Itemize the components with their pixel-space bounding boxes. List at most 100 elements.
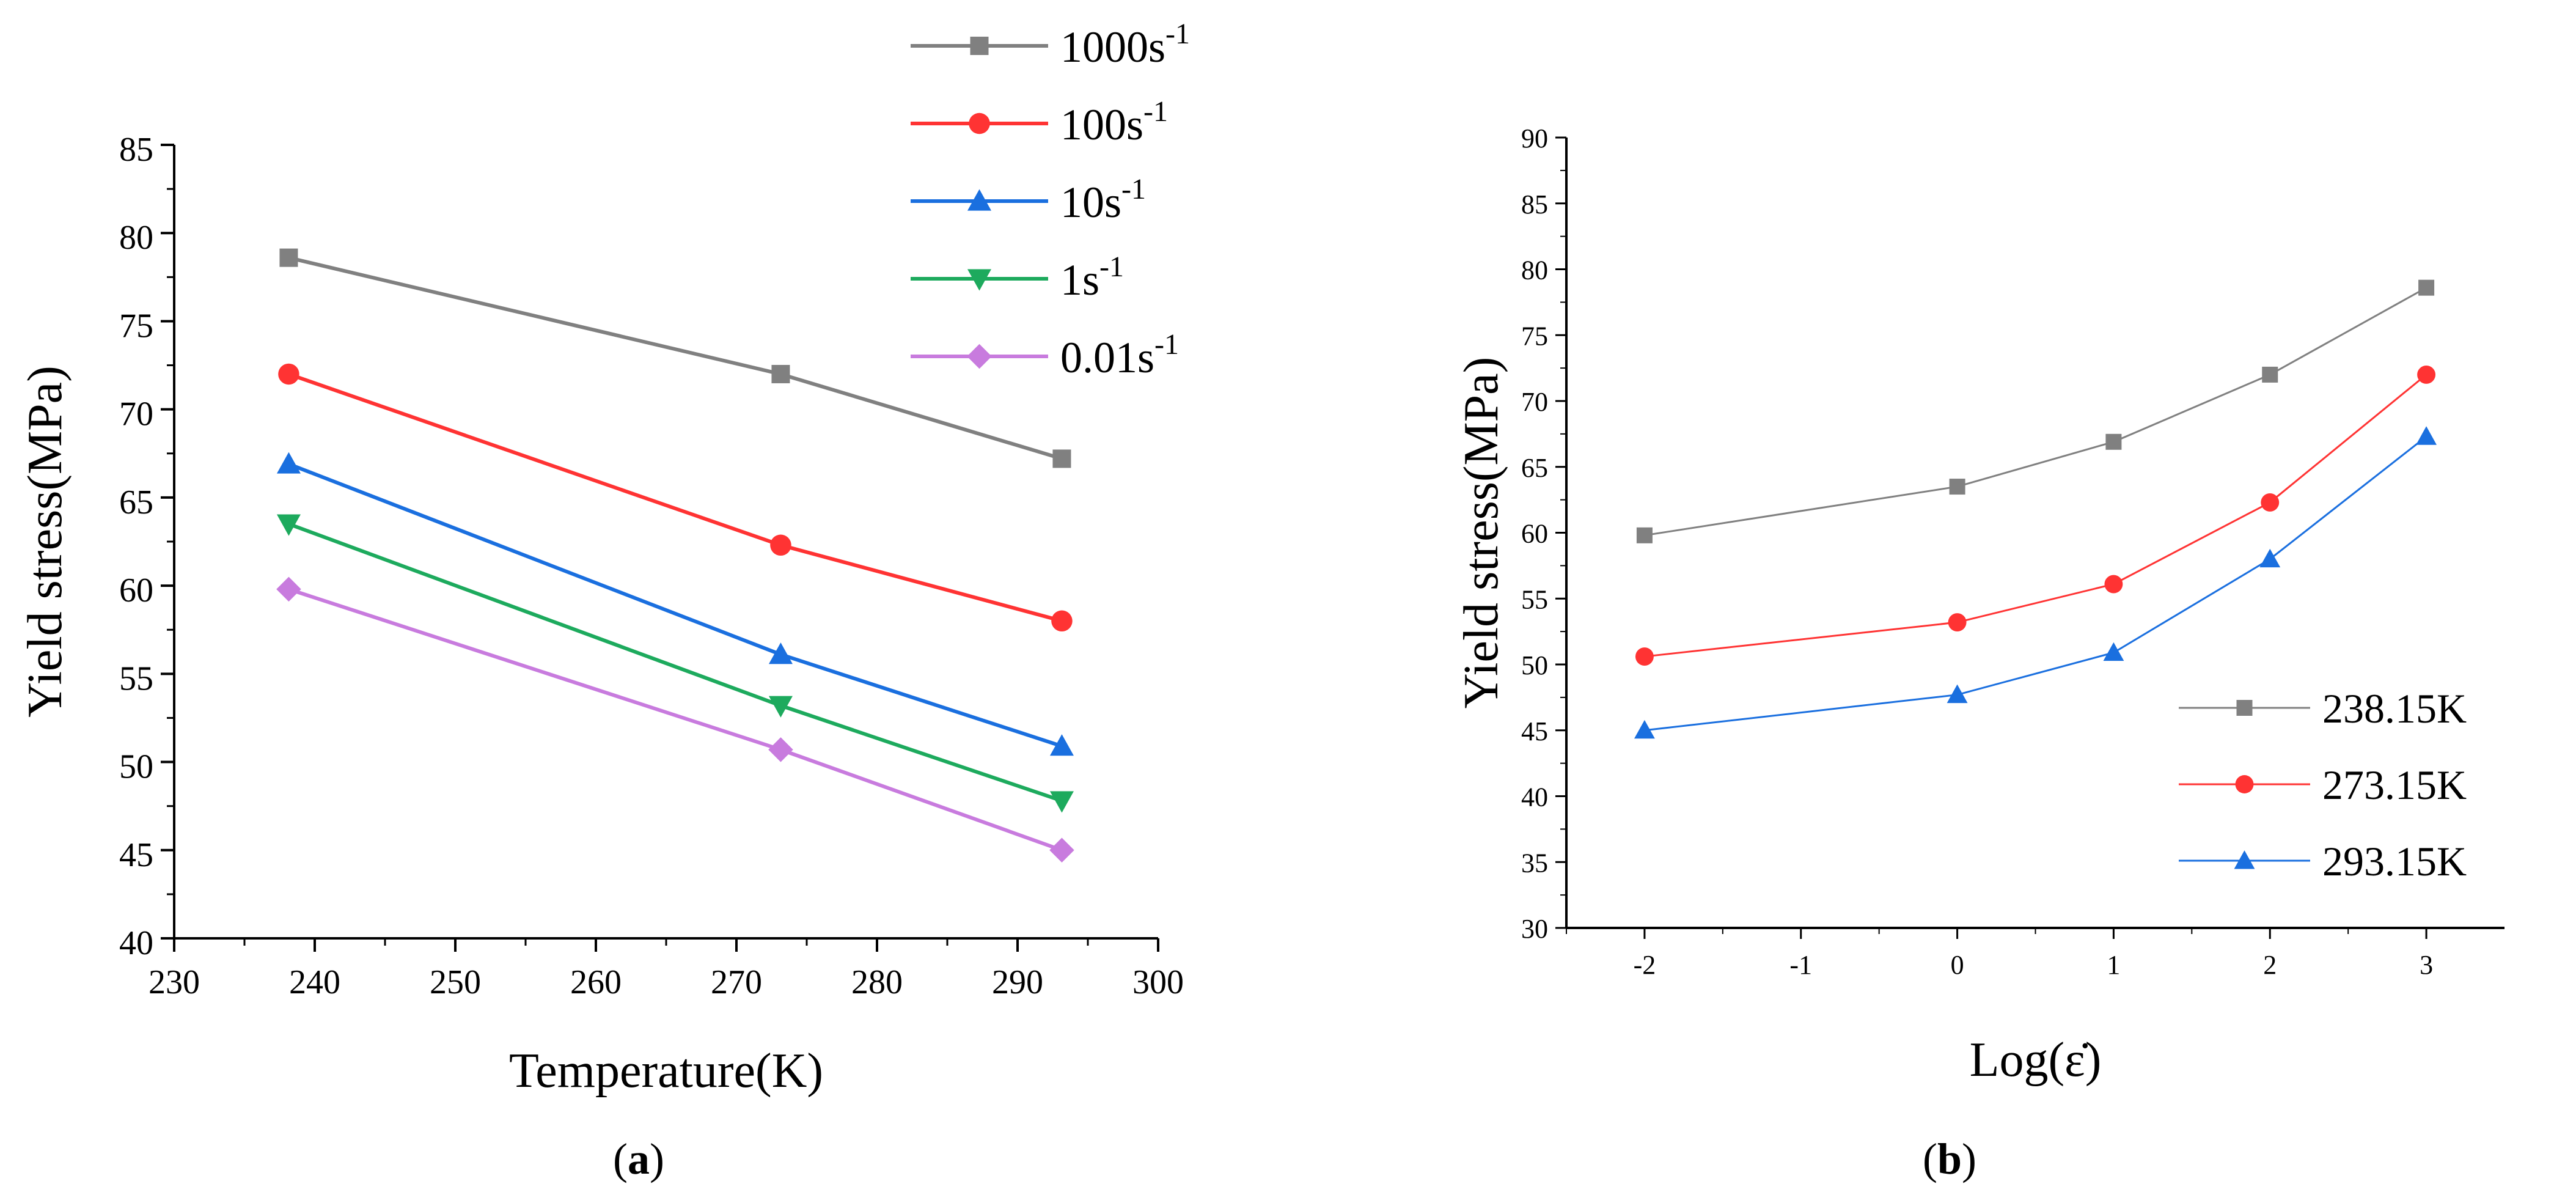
y-tick-label: 70	[119, 395, 153, 433]
data-point-0.01s-2	[1049, 837, 1074, 863]
data-point-100s-1	[770, 534, 791, 556]
x-tick-label: 230	[149, 963, 200, 1001]
x-tick-label: 280	[851, 963, 903, 1001]
data-point-238.15K-4	[2418, 279, 2435, 296]
caption-a-letter: a	[628, 1135, 650, 1183]
y-tick-label: 80	[119, 219, 153, 257]
data-point-273.15K-3	[2261, 493, 2280, 512]
data-point-238.15K-0	[1636, 527, 1653, 543]
legend-superscript: -1	[1143, 95, 1168, 128]
caption-b: (b)	[1923, 1135, 1976, 1183]
data-point-100s-0	[278, 363, 299, 385]
caption-a: (a)	[613, 1135, 664, 1183]
data-point-1000s-0	[279, 248, 298, 267]
data-point-273.15K-1	[1948, 613, 1967, 631]
data-point-10s-0	[276, 452, 301, 474]
legend-superscript: -1	[1121, 173, 1146, 205]
data-point-273.15K-0	[1635, 647, 1654, 666]
y-tick-label: 45	[119, 836, 153, 874]
data-point-293.15K-1	[1947, 684, 1968, 704]
data-point-273.15K-4	[2417, 365, 2436, 384]
series-line-273.15K	[1644, 373, 2427, 658]
y-tick-label: 80	[1521, 256, 1548, 285]
legend-marker-273.15K	[2235, 775, 2254, 793]
x-axis-title: Temperature(K)	[509, 1044, 823, 1098]
legend-marker-238.15K	[2236, 700, 2253, 716]
x-tick-label: 250	[430, 963, 481, 1001]
y-tick-label: 55	[1521, 584, 1548, 614]
y-tick-label: 75	[1521, 321, 1548, 351]
legend-label-1s: 1s-1	[1060, 251, 1124, 304]
y-tick-label: 40	[1521, 782, 1548, 812]
series-line-100s	[288, 372, 1063, 623]
series-line-238.15K	[1644, 287, 2427, 537]
series-line-10s	[288, 462, 1063, 748]
y-axis-title: Yield stress(MPa)	[1455, 357, 1508, 709]
x-tick-label: 300	[1132, 963, 1184, 1001]
data-point-10s-1	[768, 642, 793, 664]
x-axis-title: Log(ε̇)	[1970, 1033, 2102, 1087]
series-line-293.15K	[1644, 436, 2427, 732]
legend-label-293.15K: 293.15K	[2322, 838, 2467, 885]
x-tick-label: 270	[711, 963, 762, 1001]
x-tick-label: -2	[1634, 950, 1656, 980]
data-point-293.15K-4	[2416, 426, 2437, 445]
series-line-1s	[288, 522, 1063, 803]
x-tick-label: 1	[2107, 950, 2120, 980]
y-tick-label: 60	[119, 572, 153, 609]
data-point-238.15K-1	[1949, 479, 1965, 495]
legend-marker-100s	[969, 112, 990, 134]
legend-superscript: -1	[1099, 251, 1124, 283]
y-axis-title: Yield stress(MPa)	[18, 366, 72, 718]
x-tick-label: 260	[570, 963, 622, 1001]
data-point-0.01s-1	[768, 737, 793, 762]
caption-b-letter: b	[1937, 1135, 1962, 1183]
y-tick-label: 55	[119, 660, 153, 697]
y-tick-label: 75	[119, 307, 153, 345]
chart-b: 30 35 40 45 50 55 60 65 70 75 80 85 90 -2 -1 0 1 2 3 Log(ε̇…	[1455, 123, 2504, 1183]
y-tick-label: 65	[119, 484, 153, 521]
data-point-1000s-2	[1052, 449, 1071, 468]
x-tick-label: 240	[289, 963, 340, 1001]
y-tick-label: 60	[1521, 519, 1548, 549]
data-point-100s-2	[1051, 610, 1073, 632]
legend-marker-1s	[967, 269, 991, 291]
chart-a: 40 45 50 55 60 65 70 75 80 85 230 240 250 260 270 280 29…	[18, 18, 1190, 1183]
legend-superscript: -1	[1165, 18, 1190, 50]
data-point-273.15K-2	[2104, 575, 2123, 594]
y-tick-label: 65	[1521, 453, 1548, 483]
data-point-238.15K-3	[2262, 366, 2278, 383]
x-tick-label: 0	[1951, 950, 1964, 980]
legend-label-0.01s: 0.01s-1	[1060, 328, 1179, 382]
data-point-1000s-1	[771, 364, 790, 383]
y-tick-label: 85	[119, 131, 153, 169]
legend-marker-1000s	[970, 37, 989, 55]
legend-marker-10s	[967, 189, 991, 211]
x-tick-label: 290	[992, 963, 1043, 1001]
y-tick-label: 30	[1521, 914, 1548, 944]
legend-marker-0.01s	[967, 344, 992, 369]
y-tick-label: 85	[1521, 189, 1548, 219]
data-point-293.15K-0	[1634, 719, 1655, 739]
series-line-1000s	[288, 256, 1063, 461]
x-tick-label: 3	[2420, 950, 2433, 980]
legend-label-238.15K: 238.15K	[2322, 685, 2467, 732]
y-tick-label: 40	[119, 924, 153, 962]
legend-label-273.15K: 273.15K	[2322, 762, 2467, 808]
y-tick-label: 50	[1521, 650, 1548, 680]
y-tick-label: 35	[1521, 848, 1548, 878]
data-point-293.15K-3	[2259, 548, 2281, 568]
data-point-10s-2	[1049, 734, 1074, 756]
x-tick-label: 2	[2263, 950, 2277, 980]
legend-label-100s: 100s-1	[1060, 95, 1168, 149]
y-tick-label: 50	[119, 748, 153, 786]
data-point-238.15K-2	[2105, 433, 2122, 450]
legend-superscript: -1	[1154, 328, 1179, 361]
data-point-1s-2	[1049, 791, 1074, 813]
legend-label-1000s: 1000s-1	[1060, 18, 1190, 72]
x-tick-label: -1	[1789, 950, 1812, 980]
y-tick-label: 70	[1521, 387, 1548, 417]
series-line-0.01s	[288, 587, 1063, 852]
legend-label-10s: 10s-1	[1060, 173, 1146, 227]
